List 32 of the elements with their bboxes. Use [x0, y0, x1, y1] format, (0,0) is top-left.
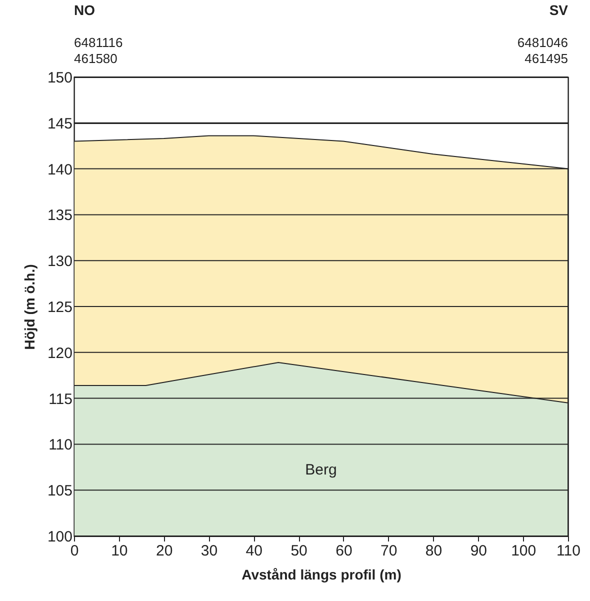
y-tick-label: 150 — [47, 70, 72, 86]
text: NO — [74, 2, 96, 18]
x-tick-label: 80 — [425, 542, 442, 560]
y-tick-label: 135 — [47, 207, 72, 224]
y-tick-label: 100 — [47, 528, 72, 546]
y-tick-label: 105 — [47, 482, 72, 500]
y-tick-label: 145 — [47, 115, 72, 132]
y-tick-label: 120 — [47, 344, 72, 362]
y-tick-label: 140 — [47, 161, 72, 178]
series-label: Berg — [305, 461, 337, 478]
y-tick-label: 115 — [48, 390, 72, 408]
x-tick-label: 30 — [200, 542, 218, 560]
text: 6481046 — [517, 35, 568, 50]
x-tick-label: 90 — [470, 542, 488, 560]
x-tick-label: 0 — [70, 542, 79, 560]
x-tick-label: 100 — [511, 542, 536, 560]
text: 461580 — [74, 51, 118, 66]
x-tick-label: 50 — [290, 542, 308, 560]
y-tick-label: 130 — [47, 253, 72, 270]
x-tick-label: 10 — [111, 542, 128, 560]
x-tick-label: 20 — [156, 542, 173, 560]
x-tick-label: 70 — [380, 542, 398, 560]
y-tick-label: 110 — [48, 436, 72, 454]
y-tick-label: 125 — [47, 299, 72, 316]
text: SV — [549, 2, 569, 18]
text: 6481116 — [74, 35, 123, 50]
text: 461495 — [524, 51, 568, 66]
y-axis-title: Höjd (m ö.h.) — [21, 264, 38, 350]
x-tick-label: 40 — [246, 542, 262, 560]
x-tick-label: 60 — [336, 542, 352, 560]
x-axis-title: Avstånd längs profil (m) — [242, 566, 402, 582]
x-tick-label: 110 — [556, 542, 580, 560]
